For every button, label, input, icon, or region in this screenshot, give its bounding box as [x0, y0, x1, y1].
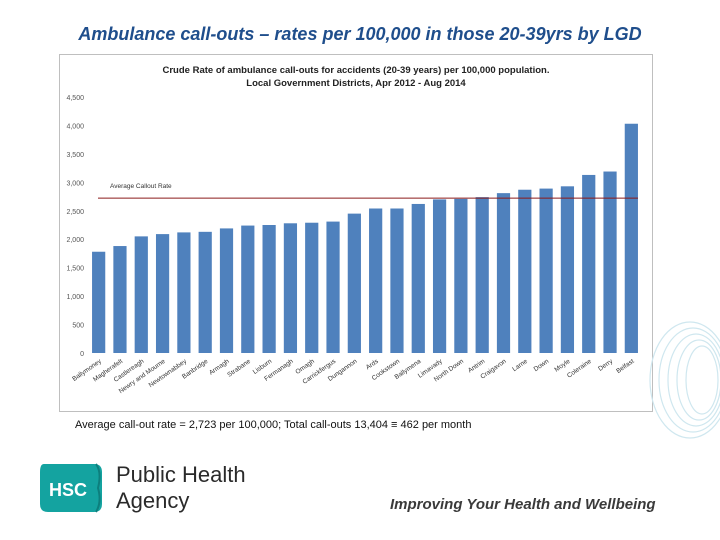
- bar: [496, 193, 511, 353]
- y-tick-label: 0: [80, 351, 84, 358]
- y-tick-label: 500: [72, 323, 84, 330]
- hsc-logo-icon: HSC: [40, 463, 102, 513]
- y-tick-label: 1,000: [66, 294, 84, 301]
- decorative-swirl: [649, 321, 720, 439]
- bar: [262, 225, 276, 353]
- bar: [454, 198, 468, 353]
- y-tick-label: 4,500: [66, 95, 84, 102]
- bar: [177, 232, 191, 353]
- x-tick-label: Ards: [365, 357, 381, 371]
- average-line-group: Average Callout Rate: [98, 183, 638, 199]
- slide-title: Ambulance call-outs – rates per 100,000 …: [78, 24, 642, 44]
- bar: [198, 231, 212, 353]
- tagline: Improving Your Health and Wellbeing: [390, 496, 656, 513]
- bar: [432, 199, 447, 353]
- bar: [390, 208, 404, 353]
- bar: [241, 225, 255, 353]
- y-tick-label: 3,000: [66, 180, 84, 187]
- x-tick-label: Larne: [511, 358, 529, 373]
- bar: [134, 236, 148, 353]
- bar: [369, 208, 383, 353]
- logo-line-2: Agency: [116, 488, 190, 513]
- logo-wordmark: Public Health Agency: [116, 462, 246, 514]
- chart-title-line-1: Crude Rate of ambulance call-outs for ac…: [163, 65, 550, 76]
- bar: [283, 223, 298, 353]
- hsc-badge-text: HSC: [49, 480, 87, 500]
- bar: [518, 189, 532, 353]
- x-tick-label: Strabane: [226, 358, 252, 379]
- bar: [92, 251, 106, 353]
- y-tick-label: 2,000: [66, 237, 84, 244]
- bar: [475, 197, 489, 353]
- y-tick-label: 2,500: [66, 209, 84, 216]
- bars-group: [92, 123, 638, 353]
- chart-frame: Crude Rate of ambulance call-outs for ac…: [59, 54, 653, 412]
- bar: [539, 188, 553, 353]
- bar: [113, 246, 127, 353]
- y-tick-label: 3,500: [66, 152, 84, 159]
- bar-chart: Crude Rate of ambulance call-outs for ac…: [66, 65, 638, 395]
- bar: [603, 171, 617, 353]
- average-note: Average call-out rate = 2,723 per 100,00…: [75, 419, 472, 431]
- bar: [347, 213, 361, 353]
- bar: [326, 221, 340, 353]
- y-tick-label: 1,500: [66, 266, 84, 273]
- chart-title-line-2: Local Government Districts, Apr 2012 - A…: [246, 78, 466, 89]
- bar: [582, 174, 596, 353]
- y-tick-label: 4,000: [66, 123, 84, 130]
- bar: [411, 203, 425, 353]
- bar: [560, 186, 575, 353]
- average-line-label: Average Callout Rate: [110, 183, 172, 190]
- bar: [624, 123, 638, 353]
- bar: [219, 228, 234, 353]
- x-tick-label: Down: [533, 358, 551, 373]
- bar: [155, 234, 170, 353]
- bar: [305, 222, 319, 353]
- y-axis: 0 500 1,000 1,500 2,000 2,500 3,000 3,500 4,000 4…: [66, 95, 84, 358]
- logo-line-1: Public Health: [116, 462, 246, 487]
